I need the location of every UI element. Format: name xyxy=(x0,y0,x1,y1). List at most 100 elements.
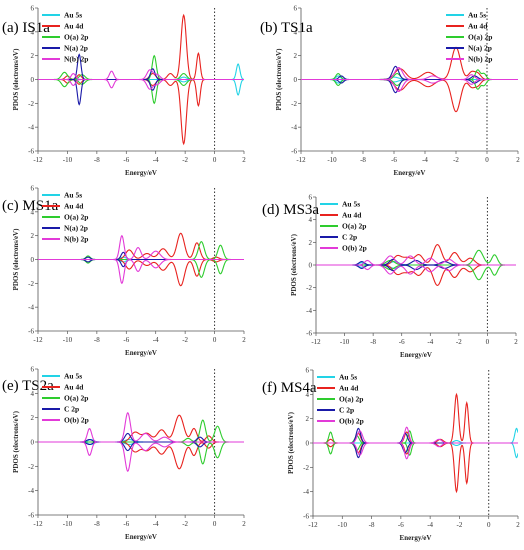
panel-label: (d) MS3a xyxy=(262,202,319,218)
y-tick-label: 0 xyxy=(31,439,35,447)
y-tick-label: 0 xyxy=(31,256,35,264)
x-tick-label: -2 xyxy=(182,336,188,344)
y-tick-label: 4 xyxy=(31,390,35,398)
series-ob-2p-spin-up xyxy=(313,426,518,444)
y-tick-label: -2 xyxy=(291,100,297,108)
series-ob-2p-spin-down xyxy=(313,442,518,460)
x-tick-label: -6 xyxy=(398,521,404,529)
legend-label: C 2p xyxy=(339,406,354,415)
panel-label: (b) TS1a xyxy=(260,20,313,36)
x-tick-label: -8 xyxy=(369,521,375,529)
series-nb-2p-spin-down xyxy=(301,78,518,92)
legend-label: O(a) 2p xyxy=(468,33,492,42)
x-tick-label: 2 xyxy=(242,336,246,344)
x-tick-label: 0 xyxy=(486,338,490,346)
x-tick-label: 0 xyxy=(485,156,489,164)
series-oa-2p-spin-down xyxy=(316,264,516,281)
plot-area xyxy=(313,392,518,494)
x-tick-label: -8 xyxy=(370,338,376,346)
legend-label: Au 5s xyxy=(339,373,357,382)
legend-label: O(b) 2p xyxy=(64,416,89,425)
x-tick-label: -10 xyxy=(63,156,73,164)
x-tick-label: -12 xyxy=(296,156,306,164)
x-tick-label: -8 xyxy=(94,156,100,164)
x-axis-title: Energy/eV xyxy=(400,351,432,359)
x-tick-label: -12 xyxy=(33,156,43,164)
series-ob-2p-spin-down xyxy=(38,441,244,472)
plot-area xyxy=(38,232,244,287)
series-nb-2p-spin-down xyxy=(38,258,244,285)
y-tick-label: -6 xyxy=(28,148,34,156)
x-tick-label: 2 xyxy=(516,521,520,529)
plot-area xyxy=(316,244,516,286)
x-tick-label: 2 xyxy=(516,156,520,164)
x-tick-label: -6 xyxy=(391,156,397,164)
y-tick-label: 6 xyxy=(309,194,313,202)
legend-label: N(a) 2p xyxy=(64,44,88,53)
x-tick-label: -12 xyxy=(311,338,321,346)
legend-label: N(b) 2p xyxy=(64,55,88,64)
y-tick-label: 0 xyxy=(306,440,310,448)
x-tick-label: -10 xyxy=(338,521,348,529)
legend-label: N(a) 2p xyxy=(64,224,88,233)
y-tick-label: -2 xyxy=(306,284,312,292)
x-tick-label: 0 xyxy=(213,156,217,164)
x-tick-label: 2 xyxy=(242,520,246,528)
x-tick-label: -2 xyxy=(453,156,459,164)
y-tick-label: 4 xyxy=(306,391,310,399)
series-c-2p-spin-up xyxy=(316,258,516,266)
y-axis-title: PDOS (electrons/eV) xyxy=(287,411,295,474)
legend-label: Au 4d xyxy=(339,384,359,393)
plot-area xyxy=(38,412,244,472)
x-tick-label: -4 xyxy=(153,520,159,528)
legend-label: Au 4d xyxy=(468,22,488,31)
x-axis-title: Energy/eV xyxy=(125,349,157,357)
series-au-4d-spin-down xyxy=(313,442,518,494)
series-au-5s-spin-up xyxy=(313,427,518,444)
series-oa-2p-spin-up xyxy=(313,430,518,444)
legend-label: O(a) 2p xyxy=(64,33,88,42)
series-au-4d-spin-down xyxy=(38,258,244,287)
y-tick-label: 4 xyxy=(31,28,35,36)
y-tick-label: -4 xyxy=(28,124,34,132)
x-tick-label: 2 xyxy=(514,338,518,346)
series-nb-2p-spin-up xyxy=(301,67,518,81)
legend-label: O(b) 2p xyxy=(339,417,364,426)
y-tick-label: 2 xyxy=(31,232,35,240)
series-nb-2p-spin-up xyxy=(38,69,244,81)
x-tick-label: 0 xyxy=(213,336,217,344)
y-tick-label: -4 xyxy=(291,124,297,132)
x-tick-label: -6 xyxy=(123,336,129,344)
y-tick-label: -4 xyxy=(28,487,34,495)
y-axis-title: PDOS (electrons/eV) xyxy=(12,228,20,291)
x-tick-label: -6 xyxy=(123,520,129,528)
x-tick-label: -6 xyxy=(399,338,405,346)
panel-label: (a) IS1a xyxy=(2,20,50,36)
panel-ms3a: (d) MS3a -6 -4 -2 0 2 4 6 -12 -10 -8 -6 -4 -2 0 2 Energy… xyxy=(262,194,518,360)
y-tick-label: 4 xyxy=(31,208,35,216)
y-tick-label: 2 xyxy=(306,415,310,423)
panel-is1a: (a) IS1a -6 -4 -2 0 2 4 6 -12 -10 -8 -6 -4 -2 0 2 Energy… xyxy=(2,5,246,178)
series-au-4d-spin-down xyxy=(38,78,244,146)
x-tick-label: -12 xyxy=(33,520,43,528)
x-tick-label: -4 xyxy=(153,336,159,344)
panel-ms4a: (f) MS4a -6 -4 -2 0 2 4 6 -12 -10 -8 -6 -4 -2 0 2 Energy… xyxy=(262,367,520,543)
series-oa-2p-spin-down xyxy=(38,78,244,105)
y-tick-label: -6 xyxy=(28,512,34,520)
y-tick-label: 0 xyxy=(31,76,35,84)
legend-label: O(b) 2p xyxy=(342,244,367,253)
legend-label: Au 5s xyxy=(342,200,360,209)
y-tick-label: 6 xyxy=(31,366,35,374)
series-oa-2p-spin-down xyxy=(38,441,244,465)
series-oa-2p-spin-down xyxy=(313,442,518,456)
y-axis-title: PDOS (electrons/eV) xyxy=(12,48,20,111)
plot-area xyxy=(38,13,244,146)
legend-label: Au 5s xyxy=(64,11,82,20)
y-tick-label: 6 xyxy=(31,185,35,193)
y-tick-label: -4 xyxy=(303,488,309,496)
x-tick-label: -2 xyxy=(456,338,462,346)
series-nb-2p-spin-down xyxy=(38,78,244,90)
x-tick-label: -12 xyxy=(33,336,43,344)
y-axis-title: PDOS (electrons/eV) xyxy=(290,233,298,296)
x-tick-label: -4 xyxy=(427,338,433,346)
